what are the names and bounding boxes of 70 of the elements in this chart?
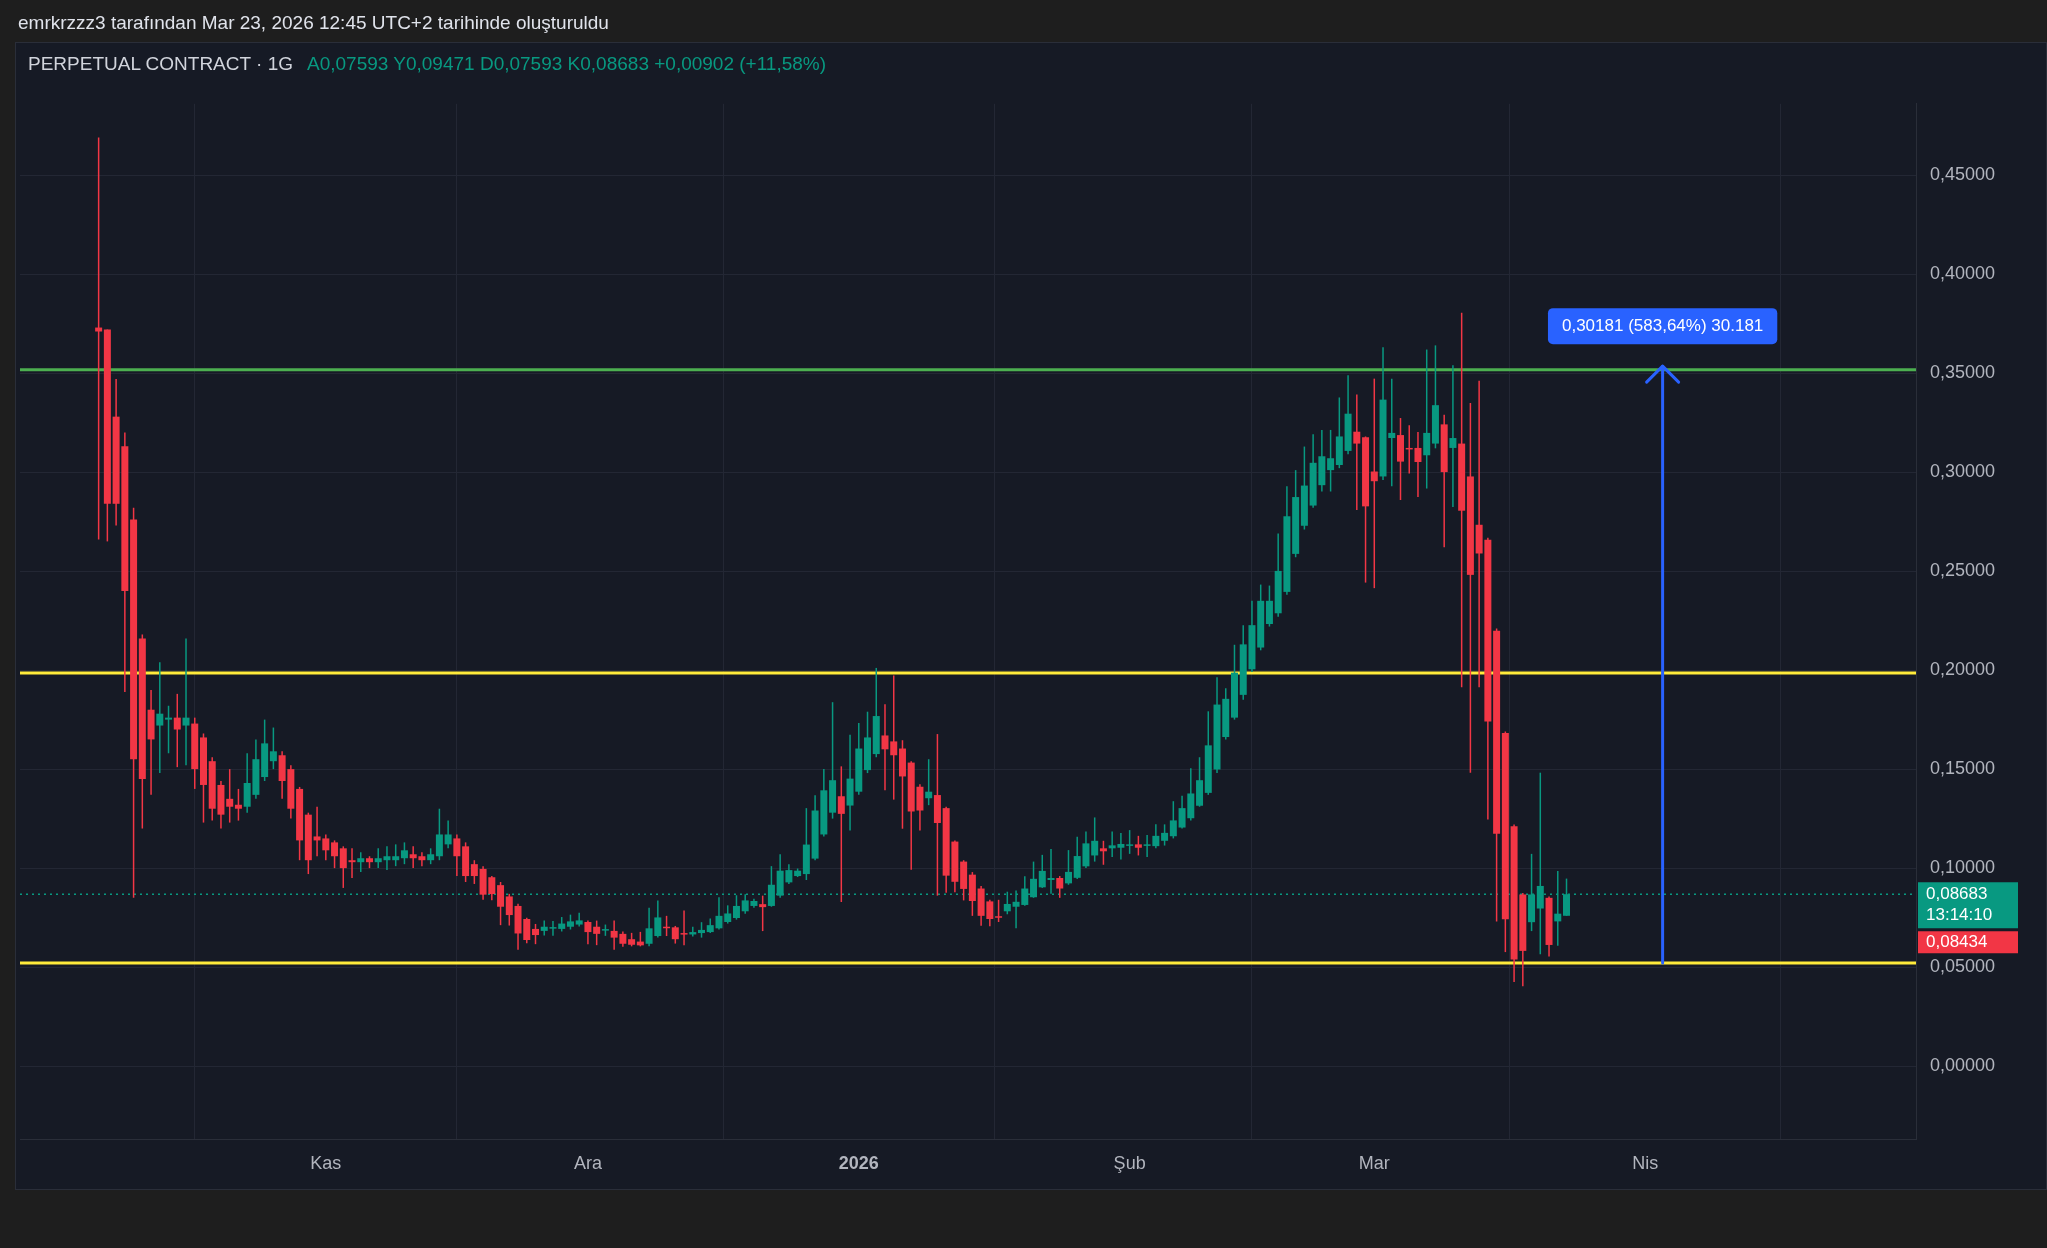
- y-tick-label: 0,20000: [1930, 659, 1996, 680]
- x-tick-label: Şub: [1113, 1153, 1146, 1174]
- x-tick-label: Mar: [1358, 1153, 1390, 1174]
- candlestick: [1449, 364, 1457, 508]
- candlestick: [331, 839, 339, 869]
- y-tick-label: 0,10000: [1930, 857, 1996, 878]
- candlestick: [837, 765, 845, 903]
- candlestick: [505, 893, 513, 927]
- candlestick: [1327, 429, 1335, 493]
- candlestick: [995, 899, 1003, 923]
- y-tick-label: 0,40000: [1930, 263, 1996, 284]
- candlestick: [444, 819, 452, 850]
- y-tick-label: 0,45000: [1930, 164, 1996, 185]
- candlestick: [925, 758, 933, 806]
- candlestick: [392, 843, 400, 867]
- candlestick: [453, 833, 461, 877]
- candlestick: [357, 851, 365, 873]
- candlestick: [532, 923, 539, 945]
- candlestick: [1370, 377, 1378, 589]
- y-tick-label: 0,35000: [1930, 362, 1996, 383]
- candlestick: [1064, 849, 1072, 886]
- candlestick: [1423, 348, 1431, 490]
- y-tick-label: 0,30000: [1930, 461, 1996, 482]
- candlestick: [1038, 854, 1046, 889]
- candlestick: [1126, 829, 1134, 855]
- candlestick: [497, 881, 505, 926]
- chart-subtitle: emrkrzzz3 tarafından Mar 23, 2026 12:45 UTC+2 tarihinde oluşturuldu: [17, 11, 610, 35]
- ref-line-label: 0,08683: [1926, 883, 1988, 903]
- candlestick: [226, 768, 234, 824]
- candlestick: [1091, 816, 1099, 863]
- candlestick: [269, 726, 277, 770]
- candlestick: [724, 904, 732, 925]
- x-tick-label: Ara: [573, 1153, 603, 1174]
- candlestick: [348, 847, 356, 879]
- candlestick: [1161, 823, 1169, 847]
- x-tick-label: 2026: [838, 1153, 879, 1174]
- candlestick: [435, 807, 443, 861]
- candlestick: [584, 919, 592, 945]
- candlestick: [173, 693, 181, 768]
- y-tick-label: 0,00000: [1930, 1055, 1996, 1076]
- candlestick: [1134, 835, 1142, 857]
- candlestick: [1353, 393, 1361, 511]
- candlestick: [759, 894, 767, 932]
- candlestick: [1169, 800, 1177, 840]
- text: 0,08434: [1926, 931, 1988, 951]
- chart-title: PERPETUAL CONTRACT · 1G: [28, 53, 293, 75]
- y-tick-label: 0,25000: [1930, 560, 1996, 581]
- text: A0,07593 Y0,09471 D0,07593 K0,08683 +0,00902 (+11,58%): [307, 53, 827, 75]
- annotation: 0,30181 (583,64%) 30.181: [1561, 315, 1764, 335]
- candlestick: [182, 637, 190, 766]
- candlestick: [1265, 584, 1273, 628]
- y-tick-label: 0,05000: [1930, 956, 1996, 977]
- candlestick: [890, 674, 898, 801]
- candlestick: [156, 661, 164, 774]
- candlestick: [881, 703, 889, 792]
- candlestick: [339, 845, 347, 889]
- candlestick: [470, 859, 478, 885]
- candlestick: [593, 919, 601, 946]
- candlestick: [1099, 840, 1107, 866]
- candlestick: [165, 705, 173, 755]
- x-tick-label: Kas: [310, 1153, 342, 1174]
- x-tick-label: Nis: [1632, 1153, 1659, 1174]
- candlestick: [680, 909, 688, 946]
- candlestick: [1056, 875, 1064, 899]
- candlestick: [732, 894, 740, 921]
- text: 13:14:10: [1926, 904, 1993, 924]
- candlestick: [234, 788, 242, 822]
- candlestick: [95, 136, 103, 541]
- y-tick-label: 0,15000: [1930, 758, 1996, 779]
- candlestick: [400, 841, 408, 865]
